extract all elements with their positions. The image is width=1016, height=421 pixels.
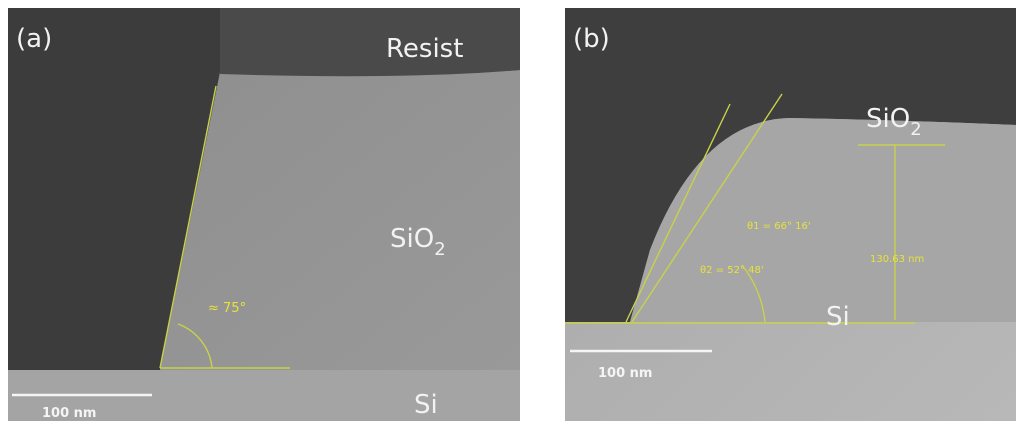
panel-label: (b)	[573, 24, 610, 54]
angle-label: θ2 = 52° 48'	[700, 265, 764, 276]
height-label: 130.63 nm	[870, 254, 924, 265]
angle-label: ≈ 75°	[208, 301, 246, 316]
layer-label: Resist	[386, 34, 463, 64]
resist-top	[220, 8, 520, 76]
panel-a: (a) Resist SiO2 ≈ 75° Si 100 nm	[8, 8, 520, 421]
panel-b: (b) SiO2 θ1 = 66° 16' θ2 = 52° 48' 130.6…	[565, 8, 1016, 421]
panel-label: (a)	[16, 24, 52, 54]
layer-label: SiO	[866, 104, 910, 134]
layer-label: Si	[826, 302, 850, 332]
figure: (a) Resist SiO2 ≈ 75° Si 100 nm (b) SiO2…	[0, 0, 1016, 421]
layer-label: Si	[414, 390, 438, 420]
subscript: 2	[434, 239, 445, 260]
layer-label: SiO	[390, 224, 434, 254]
angle-label: θ1 = 66° 16'	[747, 221, 811, 232]
scale-label: 100 nm	[42, 406, 96, 421]
scale-label: 100 nm	[598, 366, 652, 381]
subscript: 2	[910, 119, 921, 140]
